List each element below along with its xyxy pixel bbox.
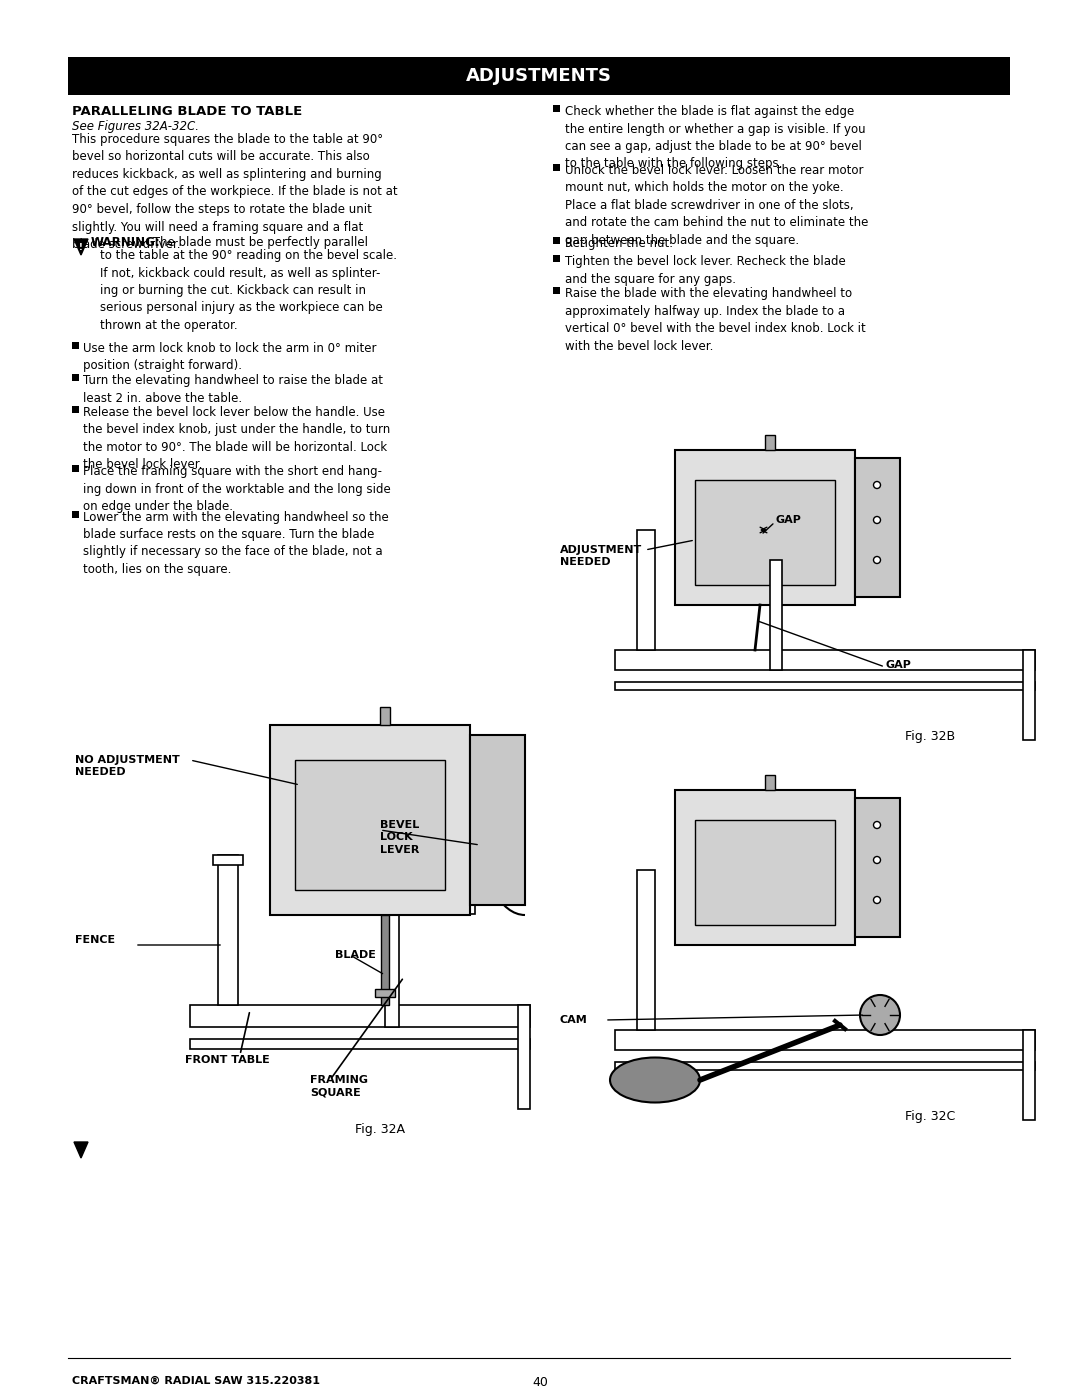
Text: FRONT TABLE: FRONT TABLE [185,1055,270,1065]
Bar [696,481,835,585]
Text: Place the framing square with the short end hang-
ing down in front of the workt: Place the framing square with the short … [83,465,391,513]
Circle shape [874,821,880,828]
Bar [190,1004,530,1027]
Text: to the table at the 90° reading on the bevel scale.
If not, kickback could resul: to the table at the 90° reading on the b… [100,249,397,332]
Bar [72,374,79,381]
Text: FRAMING
SQUARE: FRAMING SQUARE [310,1076,368,1098]
Bar [72,510,79,517]
Text: Fig. 32C: Fig. 32C [905,1111,955,1123]
Bar [675,789,855,944]
Bar [68,57,1010,95]
Text: PARALLELING BLADE TO TABLE: PARALLELING BLADE TO TABLE [72,105,302,117]
Text: 40: 40 [532,1376,548,1389]
Text: See Figures 32A-32C.: See Figures 32A-32C. [72,120,199,133]
Text: The blade must be perfectly parallel: The blade must be perfectly parallel [149,236,368,249]
Bar [380,707,390,725]
Text: NO ADJUSTMENT
NEEDED: NO ADJUSTMENT NEEDED [75,754,179,777]
Text: ADJUSTMENTS: ADJUSTMENTS [465,67,612,85]
Circle shape [874,482,880,489]
Bar [218,855,238,1004]
Circle shape [496,761,504,768]
Text: GAP: GAP [775,515,801,525]
Text: BEVEL
LOCK
LEVER: BEVEL LOCK LEVER [380,820,419,855]
Circle shape [874,897,880,904]
Polygon shape [75,1141,87,1158]
Bar [615,650,1035,671]
Text: ADJUSTMENT
NEEDED: ADJUSTMENT NEEDED [561,545,643,567]
Bar [615,1030,1035,1051]
Circle shape [874,856,880,863]
Bar [375,989,395,997]
Polygon shape [75,239,87,256]
Bar [213,855,243,865]
Bar [855,458,900,597]
Text: Tighten the bevel lock lever. Recheck the blade
and the square for any gaps.: Tighten the bevel lock lever. Recheck th… [565,256,846,285]
Bar [696,820,835,925]
Text: Retighten the nut.: Retighten the nut. [565,236,673,250]
Text: This procedure squares the blade to the table at 90°
bevel so horizontal cuts wi: This procedure squares the blade to the … [72,133,397,251]
Bar [1023,650,1035,740]
Bar [384,900,475,914]
Text: !: ! [79,243,83,251]
Text: Release the bevel lock lever below the handle. Use
the bevel index knob, just un: Release the bevel lock lever below the h… [83,407,390,472]
Bar [553,163,561,170]
Text: GAP: GAP [885,659,910,671]
Text: Use the arm lock knob to lock the arm in 0° miter
position (straight forward).: Use the arm lock knob to lock the arm in… [83,342,377,373]
Bar [675,450,855,605]
Bar [270,725,470,915]
Bar [72,407,79,414]
Circle shape [496,851,504,859]
Bar [1023,1030,1035,1120]
Bar [637,870,654,1030]
Bar [518,1004,530,1109]
Text: Fig. 32A: Fig. 32A [355,1123,405,1136]
Circle shape [496,800,504,809]
Bar [295,760,445,890]
Bar [615,682,1035,690]
Bar [72,342,79,349]
Bar [855,798,900,937]
Circle shape [874,517,880,524]
Circle shape [874,556,880,563]
Text: Raise the blade with the elevating handwheel to
approximately halfway up. Index : Raise the blade with the elevating handw… [565,286,866,352]
Bar [384,900,399,1027]
Bar [553,256,561,263]
Text: FENCE: FENCE [75,935,116,944]
Text: CAM: CAM [561,1016,588,1025]
Text: Lower the arm with the elevating handwheel so the
blade surface rests on the squ: Lower the arm with the elevating handwhe… [83,510,389,576]
Circle shape [860,995,900,1035]
Bar [72,465,79,472]
Text: WARNING:: WARNING: [91,236,161,249]
Bar [381,915,389,1004]
Bar [470,735,525,905]
Bar [190,1039,530,1049]
Bar [637,529,654,650]
Bar [770,560,782,671]
Text: Fig. 32B: Fig. 32B [905,731,955,743]
Text: Unlock the bevel lock lever. Loosen the rear motor
mount nut, which holds the mo: Unlock the bevel lock lever. Loosen the … [565,163,868,247]
Bar [553,236,561,243]
Bar [615,1062,1035,1070]
Text: Check whether the blade is flat against the edge
the entire length or whether a : Check whether the blade is flat against … [565,105,866,170]
Bar [765,775,775,789]
Bar [553,105,561,112]
Bar [765,434,775,450]
Bar [553,286,561,293]
Text: Turn the elevating handwheel to raise the blade at
least 2 in. above the table.: Turn the elevating handwheel to raise th… [83,374,383,405]
Ellipse shape [610,1058,700,1102]
Text: BLADE: BLADE [335,950,376,960]
Text: CRAFTSMAN® RADIAL SAW 315.220381: CRAFTSMAN® RADIAL SAW 315.220381 [72,1376,320,1386]
